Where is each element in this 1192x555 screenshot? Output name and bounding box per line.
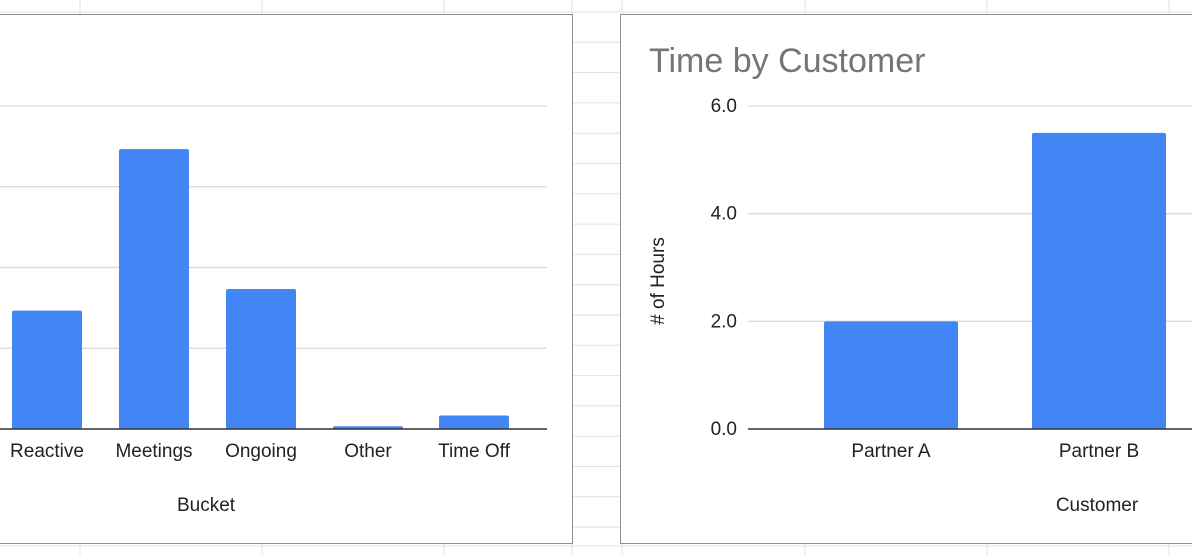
- bar-partner-a[interactable]: [824, 321, 958, 429]
- y-tick-labels: 0.0 2.0 4.0 6.0: [711, 96, 737, 440]
- bar-meetings[interactable]: [119, 149, 189, 430]
- x-tick-label: Partner B: [1059, 441, 1139, 462]
- x-axis-title: Bucket: [177, 495, 236, 516]
- bar-ongoing[interactable]: [226, 289, 296, 429]
- x-tick-label: Ongoing: [225, 441, 297, 462]
- y-tick-label: 0.0: [711, 419, 737, 440]
- x-tick-labels: Partner A Partner B: [851, 441, 1139, 462]
- x-tick-labels: Reactive Meetings Ongoing Other Time Off: [10, 441, 511, 462]
- bucket-chart: Reactive Meetings Ongoing Other Time Off Buc…: [0, 105, 547, 516]
- y-tick-label: 2.0: [711, 311, 737, 332]
- bars: [824, 132, 1166, 429]
- x-tick-label: Time Off: [438, 441, 511, 462]
- bar-reactive[interactable]: [12, 310, 82, 429]
- chart-title: Time by Customer: [649, 42, 925, 80]
- bar-time-off[interactable]: [439, 415, 509, 429]
- x-tick-label: Meetings: [115, 441, 192, 462]
- x-axis-title: Customer: [1056, 495, 1139, 516]
- y-tick-label: 4.0: [711, 204, 737, 225]
- y-axis-title: # of Hours: [648, 237, 669, 325]
- x-tick-label: Partner A: [851, 441, 931, 462]
- x-tick-label: Other: [344, 441, 392, 462]
- x-tick-label: Reactive: [10, 441, 84, 462]
- bars: [12, 149, 509, 430]
- bar-partner-b[interactable]: [1032, 132, 1166, 429]
- y-tick-label: 6.0: [711, 96, 737, 117]
- bucket-chart-card[interactable]: Reactive Meetings Ongoing Other Time Off Buc…: [0, 14, 573, 544]
